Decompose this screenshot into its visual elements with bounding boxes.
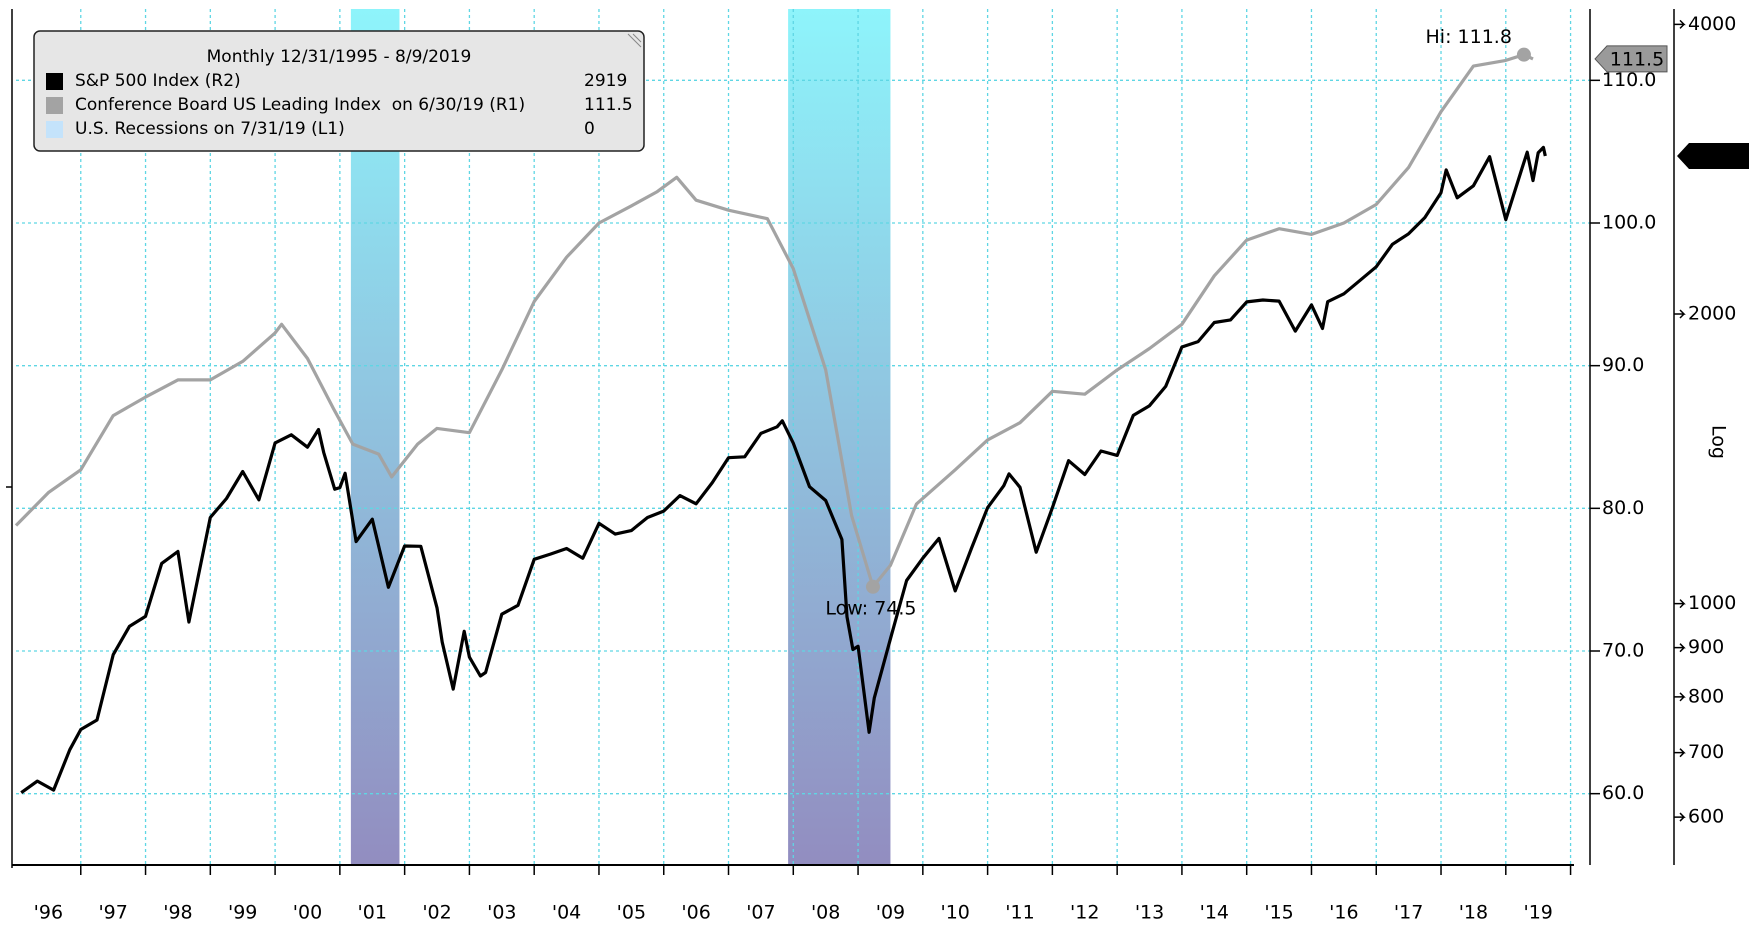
legend-label: U.S. Recessions on 7/31/19 (L1): [75, 119, 345, 139]
x-tick-label: '14: [1200, 902, 1229, 924]
x-tick-label: '00: [293, 902, 322, 924]
x-tick-label: '99: [228, 902, 257, 924]
y2-tick-label: 1000: [1688, 592, 1736, 614]
legend-value: 111.5: [584, 95, 633, 115]
y2-tick: [1674, 599, 1686, 609]
y2-tick-label: 900: [1688, 636, 1724, 658]
y-tick-label: 100.0: [1602, 212, 1656, 234]
y2-tick-label: 4000: [1688, 13, 1736, 35]
y-tick-label: 110.0: [1602, 69, 1656, 91]
value-tag-label: 2919: [1695, 146, 1743, 168]
y-tick-label: 70.0: [1602, 640, 1644, 662]
y-tick-label: 90.0: [1602, 354, 1644, 376]
legend-box: [33, 30, 645, 152]
x-tick-label: '17: [1394, 902, 1423, 924]
legend-value: 2919: [584, 71, 627, 91]
x-tick-label: '03: [487, 902, 516, 924]
x-tick-label: '18: [1459, 902, 1488, 924]
y2-tick-label: 800: [1688, 685, 1724, 707]
series-line: [20, 145, 1547, 795]
y2-axis-label: Log: [1708, 425, 1730, 459]
x-tick-label: '01: [358, 902, 387, 924]
marker-label: Hi: 111.8: [1426, 26, 1512, 48]
y2-tick: [1674, 643, 1686, 653]
marker-dot: [1516, 47, 1531, 62]
marker-label: Low: 74.5: [825, 597, 916, 619]
x-tick-label: '11: [1005, 902, 1034, 924]
marker-dot: [865, 579, 880, 594]
y2-tick: [1674, 309, 1686, 319]
legend-swatch: [46, 121, 63, 138]
y2-tick: [1674, 19, 1686, 29]
recession-band: [788, 9, 891, 865]
y-tick-label: 80.0: [1602, 497, 1644, 519]
x-tick-label: '07: [746, 902, 775, 924]
y2-tick-label: 600: [1688, 806, 1724, 828]
y2-tick: [1674, 748, 1686, 758]
x-tick-label: '16: [1329, 902, 1358, 924]
x-tick-label: '15: [1264, 902, 1293, 924]
legend-corner: [627, 33, 642, 48]
x-tick-label: '19: [1523, 902, 1552, 924]
legend-label: Conference Board US Leading Index on 6/3…: [75, 95, 525, 115]
x-tick-label: '96: [34, 902, 63, 924]
x-tick-label: '13: [1135, 902, 1164, 924]
legend-swatch: [46, 73, 63, 90]
x-tick-label: '08: [811, 902, 840, 924]
value-tag: [1594, 45, 1668, 73]
x-tick-label: '04: [552, 902, 581, 924]
legend-value: 0: [584, 119, 595, 139]
x-tick-label: '06: [681, 902, 710, 924]
y2-tick-label: 700: [1688, 741, 1724, 763]
y2-tick-label: 2000: [1688, 303, 1736, 325]
y2-tick: [1674, 692, 1686, 702]
series-line: [14, 53, 1534, 589]
y-tick-label: 60.0: [1602, 782, 1644, 804]
x-tick-label: '98: [163, 902, 192, 924]
value-tag-label: 111.5: [1610, 48, 1664, 70]
x-tick-label: '10: [941, 902, 970, 924]
y2-tick: [1674, 812, 1686, 822]
x-tick-label: '09: [876, 902, 905, 924]
legend-title: Monthly 12/31/1995 - 8/9/2019: [207, 47, 472, 67]
value-tag: [1677, 143, 1749, 170]
legend-label: S&P 500 Index (R2): [75, 71, 241, 91]
x-tick-label: '12: [1070, 902, 1099, 924]
x-tick-label: '97: [98, 902, 127, 924]
legend-swatch: [46, 97, 63, 114]
x-tick-label: '02: [422, 902, 451, 924]
x-tick-label: '05: [617, 902, 646, 924]
